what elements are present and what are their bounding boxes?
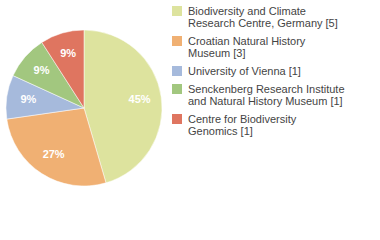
- legend-label: Biodiversity and ClimateResearch Centre,…: [188, 5, 338, 29]
- legend-label: University of Vienna [1]: [188, 65, 301, 77]
- legend-label: Centre for BiodiversityGenomics [1]: [188, 113, 297, 137]
- data-label: 45%: [129, 93, 151, 105]
- legend-swatch: [172, 36, 182, 46]
- legend-swatch: [172, 84, 182, 94]
- legend-swatch: [172, 114, 182, 124]
- legend-label: Senckenberg Research Instituteand Natura…: [188, 83, 345, 107]
- data-label: 9%: [34, 64, 50, 76]
- data-labels: 45% 27% 9% 9% 9%: [20, 47, 150, 160]
- legend: Biodiversity and ClimateResearch Centre,…: [172, 5, 345, 137]
- data-label: 27%: [43, 148, 65, 160]
- legend-swatch: [172, 6, 182, 16]
- data-label: 9%: [20, 93, 36, 105]
- legend-swatch: [172, 66, 182, 76]
- pie: [6, 30, 162, 186]
- legend-label: Croatian Natural HistoryMuseum [3]: [188, 35, 306, 59]
- data-label: 9%: [60, 47, 76, 59]
- chart: 45% 27% 9% 9% 9% Biodiversity and ClimateRese…: [0, 0, 380, 240]
- pie-slice: [7, 108, 106, 186]
